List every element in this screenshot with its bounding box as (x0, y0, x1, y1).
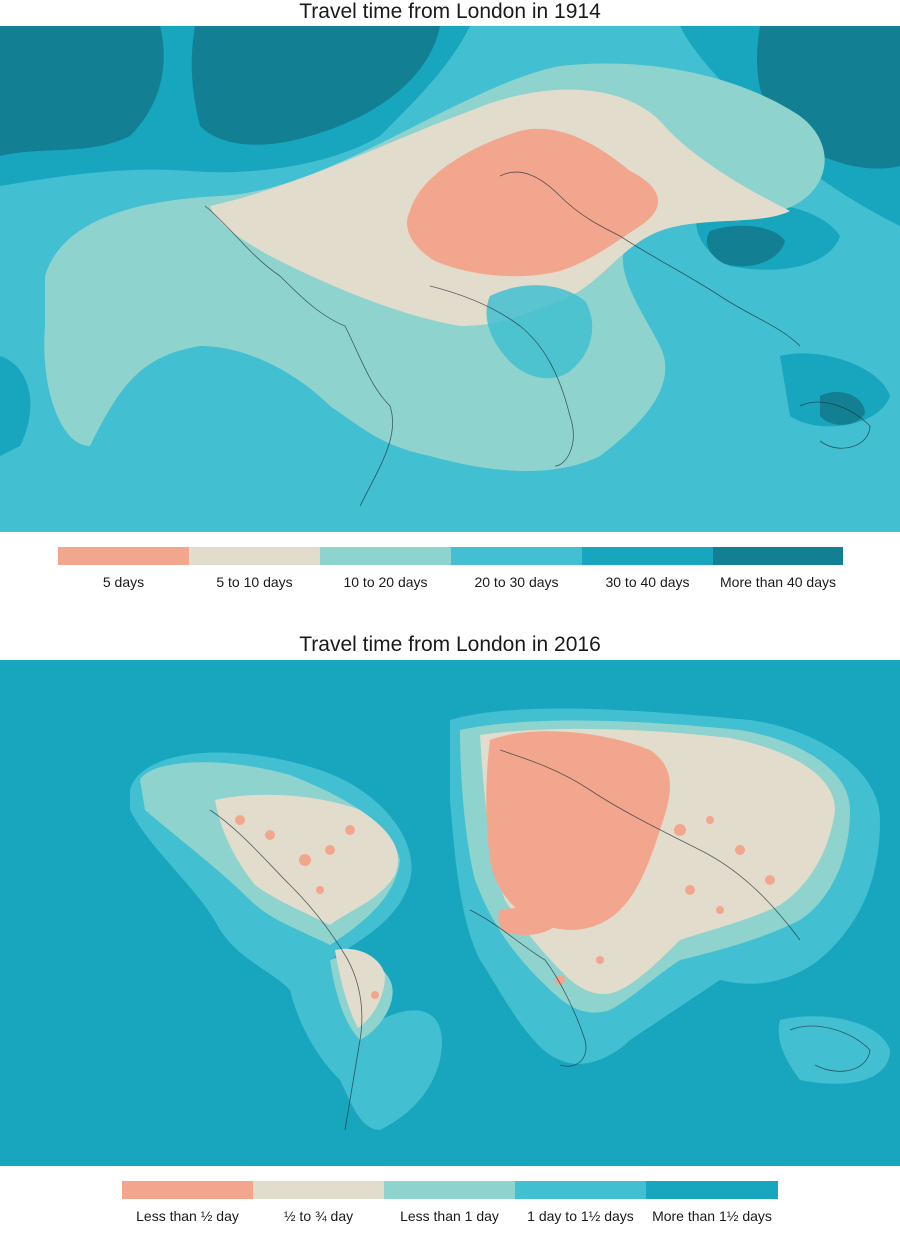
map-2016 (0, 660, 900, 1166)
legend-label: 10 to 20 days (343, 574, 428, 590)
legend-item: 10 to 20 days (320, 547, 451, 591)
legend-label: Less than ½ day (136, 1208, 239, 1224)
legend-swatch (515, 1181, 646, 1199)
legend-swatch (122, 1181, 253, 1199)
legend-swatch (253, 1181, 384, 1199)
legend-label: 30 to 40 days (605, 574, 690, 590)
legend-item: Less than ½ day (122, 1181, 253, 1225)
map-1914 (0, 26, 900, 532)
legend-swatch (582, 547, 713, 565)
legend-1914: 5 days 5 to 10 days 10 to 20 days 20 to … (58, 547, 843, 591)
legend-item: 30 to 40 days (582, 547, 713, 591)
map-2016-title: Travel time from London in 2016 (299, 633, 601, 656)
legend-item: 1 day to 1½ days (515, 1181, 646, 1225)
legend-label: Less than 1 day (400, 1208, 499, 1224)
legend-swatch (646, 1181, 778, 1199)
map-1914-title: Travel time from London in 1914 (299, 0, 601, 23)
legend-item: ½ to ¾ day (253, 1181, 384, 1225)
legend-label: More than 1½ days (652, 1208, 772, 1224)
legend-label: 5 to 10 days (216, 574, 293, 590)
legend-swatch (713, 547, 843, 565)
legend-item: Less than 1 day (384, 1181, 515, 1225)
legend-item: 5 to 10 days (189, 547, 320, 591)
legend-item: 20 to 30 days (451, 547, 582, 591)
legend-swatch (58, 547, 189, 565)
legend-label: 1 day to 1½ days (527, 1208, 634, 1224)
legend-label: 20 to 30 days (474, 574, 559, 590)
legend-label: ½ to ¾ day (283, 1208, 354, 1224)
legend-swatch (189, 547, 320, 565)
legend-swatch (320, 547, 451, 565)
legend-swatch (384, 1181, 515, 1199)
legend-label: More than 40 days (720, 574, 836, 590)
legend-swatch (451, 547, 582, 565)
legend-2016: Less than ½ day ½ to ¾ day Less than 1 d… (122, 1181, 778, 1225)
legend-item: More than 1½ days (646, 1181, 778, 1225)
legend-item: More than 40 days (713, 547, 843, 591)
legend-label: 5 days (102, 574, 145, 590)
legend-item: 5 days (58, 547, 189, 591)
